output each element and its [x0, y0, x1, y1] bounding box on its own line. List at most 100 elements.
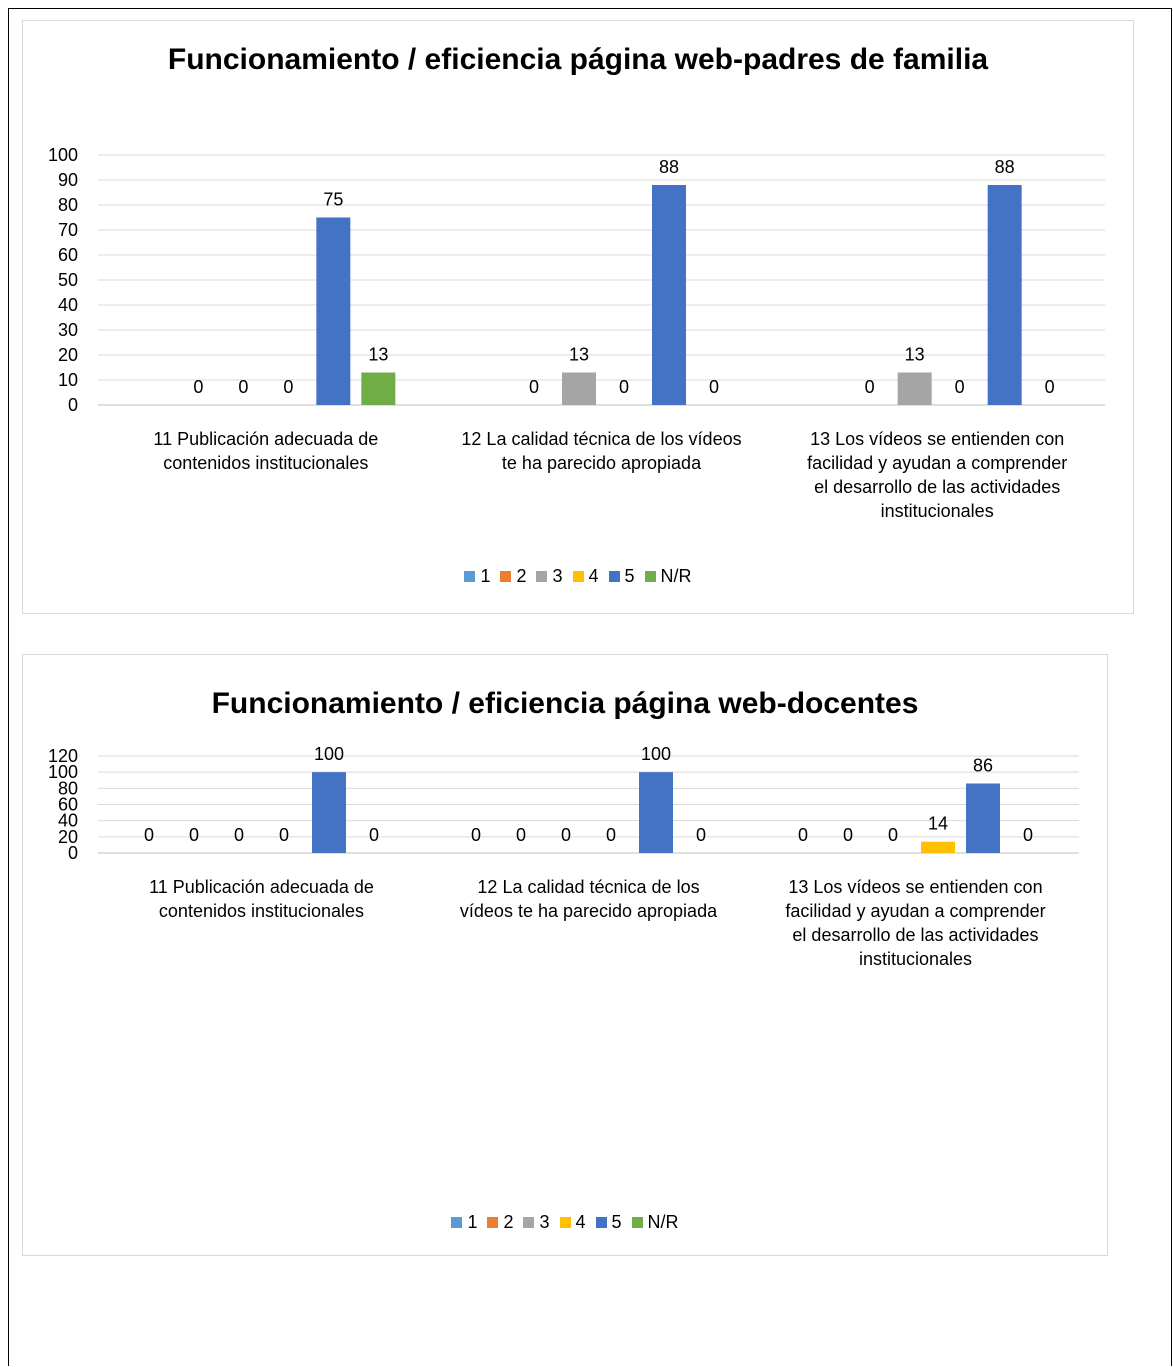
data-label: 13: [569, 345, 589, 365]
chart-legend: 1 2 3 4 5 N/R: [23, 566, 1133, 587]
legend-label: 1: [467, 1212, 478, 1232]
data-label: 0: [606, 825, 616, 845]
data-label: 13: [905, 345, 925, 365]
data-label: 0: [283, 377, 293, 397]
legend-item: 2: [500, 566, 526, 587]
data-label: 0: [1045, 377, 1055, 397]
y-tick-label: 60: [58, 795, 78, 815]
bar-series-5-cat-1: [312, 772, 346, 853]
y-tick-label: 120: [48, 746, 78, 766]
y-tick-label: 10: [58, 370, 78, 390]
bar-series-5-cat-2: [652, 185, 686, 405]
legend-swatch: [644, 571, 656, 582]
data-label: 0: [561, 825, 571, 845]
legend-item: 2: [487, 1212, 513, 1233]
legend-swatch: [523, 1217, 535, 1228]
data-label: 14: [928, 814, 948, 834]
x-category-label: facilidad y ayudan a comprender: [807, 453, 1067, 473]
chart-title: Funcionamiento / eficiencia página web-p…: [167, 43, 989, 76]
data-label: 0: [709, 377, 719, 397]
bar-series-5-cat-1: [316, 217, 351, 405]
x-category-label: contenidos institucionales: [159, 901, 364, 921]
data-label: 0: [1023, 825, 1033, 845]
legend-label: 2: [516, 566, 527, 586]
legend-label: 1: [480, 566, 491, 586]
x-category-label: institucionales: [881, 501, 994, 521]
x-category-label: 13 Los vídeos se entienden con: [810, 429, 1064, 449]
y-tick-label: 40: [58, 811, 78, 831]
data-label: 0: [619, 377, 629, 397]
legend-label: 5: [624, 566, 635, 586]
legend-item: 4: [559, 1212, 586, 1233]
legend-item: 5: [595, 1212, 622, 1233]
data-label: 0: [234, 825, 244, 845]
data-label: 0: [189, 825, 199, 845]
data-label: 88: [659, 157, 679, 177]
y-tick-label: 100: [48, 145, 78, 165]
legend-swatch: [487, 1217, 499, 1228]
legend-label: 3: [539, 1212, 550, 1232]
chart-title: Funcionamiento / eficiencia página web-d…: [211, 687, 919, 720]
chart-docentes: Funcionamiento / eficiencia página web-d…: [22, 654, 1108, 1256]
y-tick-label: 100: [48, 762, 78, 782]
legend-label: 4: [575, 1212, 586, 1232]
legend-label: 4: [588, 566, 599, 586]
x-category-label: te ha parecido apropiada: [502, 453, 702, 473]
x-category-label: vídeos te ha parecido apropiada: [460, 901, 718, 921]
y-tick-label: 50: [58, 270, 78, 290]
legend-swatch: [451, 1217, 463, 1228]
legend-swatch: [500, 571, 512, 582]
legend-swatch: [559, 1217, 571, 1228]
x-category-label: 11 Publicación adecuada de: [153, 429, 378, 449]
x-category-label: facilidad y ayudan a comprender: [785, 901, 1045, 921]
data-label: 0: [865, 377, 875, 397]
y-tick-label: 90: [58, 170, 78, 190]
x-category-label: 12 La calidad técnica de los: [477, 877, 699, 897]
data-label: 0: [193, 377, 203, 397]
data-label: 0: [471, 825, 481, 845]
y-tick-label: 60: [58, 245, 78, 265]
data-label: 0: [888, 825, 898, 845]
legend-label: 2: [503, 1212, 514, 1232]
data-label: 0: [843, 825, 853, 845]
data-label: 0: [279, 825, 289, 845]
y-tick-label: 20: [58, 827, 78, 847]
chart-legend: 1 2 3 4 5 N/R: [23, 1212, 1107, 1233]
data-label: 0: [696, 825, 706, 845]
data-label: 75: [323, 190, 343, 210]
legend-item: 1: [451, 1212, 477, 1233]
y-tick-label: 0: [68, 395, 78, 415]
data-label: 0: [529, 377, 539, 397]
legend-item: N/R: [644, 566, 692, 587]
bar-series-3-cat-2: [562, 372, 596, 405]
legend-swatch: [631, 1217, 643, 1228]
legend-item: 3: [523, 1212, 550, 1233]
legend-label: N/R: [647, 1212, 679, 1232]
data-label: 0: [798, 825, 808, 845]
data-label: 0: [144, 825, 154, 845]
bar-series-5-cat-3: [966, 783, 1000, 853]
x-category-label: 12 La calidad técnica de los vídeos: [461, 429, 741, 449]
y-tick-label: 70: [58, 220, 78, 240]
legend-label: N/R: [660, 566, 692, 586]
legend-swatch: [572, 571, 584, 582]
legend-swatch: [464, 571, 476, 582]
bar-series-5-cat-2: [639, 772, 673, 853]
x-category-label: contenidos institucionales: [163, 453, 368, 473]
legend-item: 1: [464, 566, 490, 587]
data-label: 0: [955, 377, 965, 397]
data-label: 13: [368, 345, 388, 365]
bar-series-3-cat-3: [897, 372, 932, 405]
chart-plot-area: 0 10 20 30 40 50 60 70 80 90 100 0 0 0 75 13 11 Publicac…: [48, 145, 1105, 521]
bar-series-NR-cat-1: [361, 372, 396, 405]
legend-label: 3: [552, 566, 563, 586]
bar-series-5-cat-3: [987, 185, 1022, 405]
legend-swatch: [536, 571, 548, 582]
legend-label: 5: [611, 1212, 622, 1232]
x-category-label: el desarrollo de las actividades: [814, 477, 1060, 497]
y-tick-label: 30: [58, 320, 78, 340]
y-tick-label: 20: [58, 345, 78, 365]
legend-item: 4: [572, 566, 599, 587]
page-frame: [8, 8, 1172, 1366]
data-label: 88: [995, 157, 1015, 177]
